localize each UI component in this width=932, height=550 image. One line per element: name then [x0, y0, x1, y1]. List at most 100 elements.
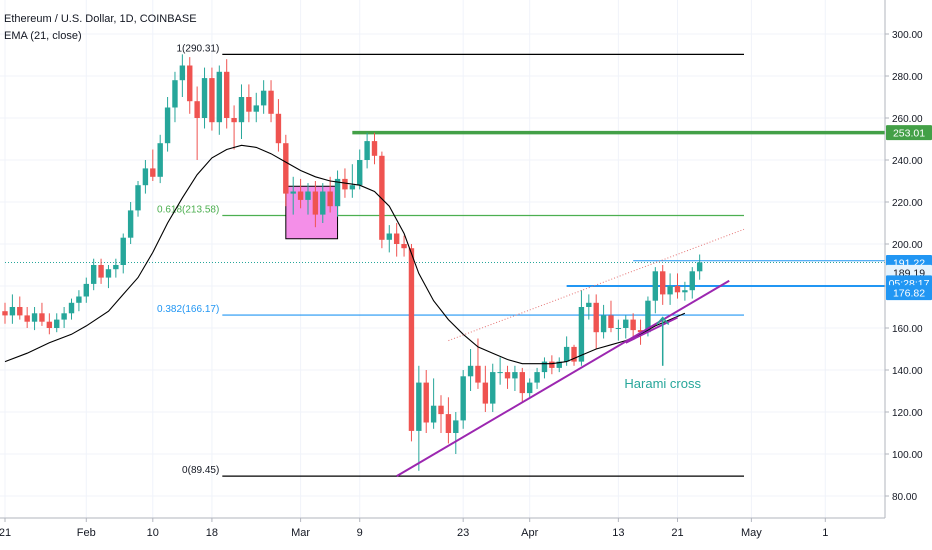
- candle-body: [39, 313, 45, 322]
- candle-body: [637, 330, 644, 333]
- candle-body: [24, 315, 30, 322]
- trend-line: [625, 316, 678, 344]
- candle-body: [460, 376, 466, 421]
- candle-body: [623, 319, 629, 328]
- candle-body: [586, 302, 592, 307]
- candle-body: [379, 155, 385, 240]
- candle-body: [275, 113, 282, 144]
- price-tag-label: 253.01: [893, 128, 925, 140]
- candle-body: [549, 361, 555, 368]
- candle-body: [164, 107, 171, 144]
- x-tick-label: Mar: [291, 527, 310, 539]
- candle-body: [9, 307, 16, 316]
- candle-body: [438, 405, 444, 415]
- candle-body: [541, 361, 548, 373]
- x-tick-label: 23: [457, 527, 469, 539]
- candle-body: [482, 382, 489, 404]
- price-tag: [886, 285, 932, 301]
- price-tag: [886, 125, 932, 141]
- candle-body: [113, 265, 119, 270]
- candle-body: [172, 80, 178, 108]
- ema-line: [4, 144, 686, 365]
- price-tag-label: 176.82: [893, 288, 925, 300]
- grid-lines: [0, 0, 885, 518]
- candle-body: [630, 319, 636, 331]
- axes: 300.00280.00260.00240.00220.00200.00180.…: [0, 0, 923, 539]
- candle-body: [563, 346, 570, 362]
- arrow-head: [656, 316, 670, 325]
- candle-body: [157, 143, 163, 177]
- x-tick-label: 18: [206, 527, 218, 539]
- candle-body: [179, 65, 186, 81]
- candle-body: [327, 191, 333, 207]
- candle-body: [290, 191, 296, 194]
- candle-body: [224, 71, 230, 118]
- annotation-text: Harami cross: [624, 376, 701, 391]
- candle-body: [445, 414, 452, 433]
- candle-body: [408, 248, 415, 431]
- candle-body: [519, 372, 525, 394]
- candle-body: [260, 90, 267, 106]
- candle-body: [246, 97, 252, 112]
- candle-body: [54, 319, 60, 328]
- trend-line: [396, 279, 730, 478]
- candle-body: [312, 191, 319, 215]
- candle-body: [475, 365, 481, 383]
- candle-body: [497, 372, 503, 374]
- candle-body: [76, 296, 82, 303]
- candle-body: [504, 372, 511, 379]
- candle-body: [556, 361, 562, 368]
- y-tick-label: 100.00: [892, 450, 923, 461]
- fib-label: 0.618(213.58): [157, 204, 219, 215]
- candle-body: [194, 101, 200, 118]
- candle-body: [31, 313, 38, 322]
- candle-body: [135, 185, 141, 211]
- candle-body: [364, 141, 370, 160]
- x-tick-label: Feb: [77, 527, 96, 539]
- candle-body: [696, 262, 703, 272]
- ema-21-line: [4, 144, 686, 365]
- candle-body: [667, 286, 673, 295]
- x-tick-label: May: [741, 527, 762, 539]
- candle-body: [401, 244, 407, 249]
- candle-body: [120, 237, 126, 265]
- candle-body: [297, 191, 304, 200]
- candle-body: [512, 372, 518, 379]
- candle-body: [453, 420, 459, 433]
- candle-body: [17, 307, 23, 316]
- candle-body: [46, 321, 53, 328]
- candle-body: [105, 269, 112, 278]
- candle-body: [349, 185, 356, 190]
- candle-body: [674, 286, 681, 293]
- candle-body: [90, 265, 97, 284]
- candle-body: [490, 372, 496, 404]
- x-tick-label: 10: [147, 527, 159, 539]
- y-tick-label: 240.00: [892, 156, 923, 167]
- y-tick-label: 260.00: [892, 114, 923, 125]
- candle-body: [386, 233, 392, 240]
- candle-body: [593, 302, 599, 333]
- candle-body: [216, 71, 223, 123]
- candle-body: [600, 315, 607, 333]
- candle-body: [61, 313, 67, 320]
- candle-body: [423, 382, 429, 423]
- candle-body: [571, 346, 577, 362]
- x-tick-label: 13: [612, 527, 624, 539]
- x-tick-label: 21: [671, 527, 683, 539]
- candle-body: [253, 105, 259, 112]
- candle-body: [209, 78, 215, 123]
- fib-levels: 1(290.31) 0.618(213.58) 0.382(166.17) 0(89.…: [157, 43, 744, 477]
- y-tick-label: 80.00: [892, 492, 917, 503]
- symbol-title: Ethereum / U.S. Dollar, 1D, COINBASE: [4, 13, 197, 25]
- candle-body: [578, 307, 585, 362]
- y-tick-label: 140.00: [892, 366, 923, 377]
- candle-body: [682, 290, 688, 293]
- candle-body: [615, 328, 622, 329]
- candle-body: [201, 78, 208, 118]
- candle-body: [268, 90, 274, 114]
- candle-body: [526, 382, 533, 394]
- candle-body: [342, 178, 348, 190]
- y-tick-label: 300.00: [892, 30, 923, 41]
